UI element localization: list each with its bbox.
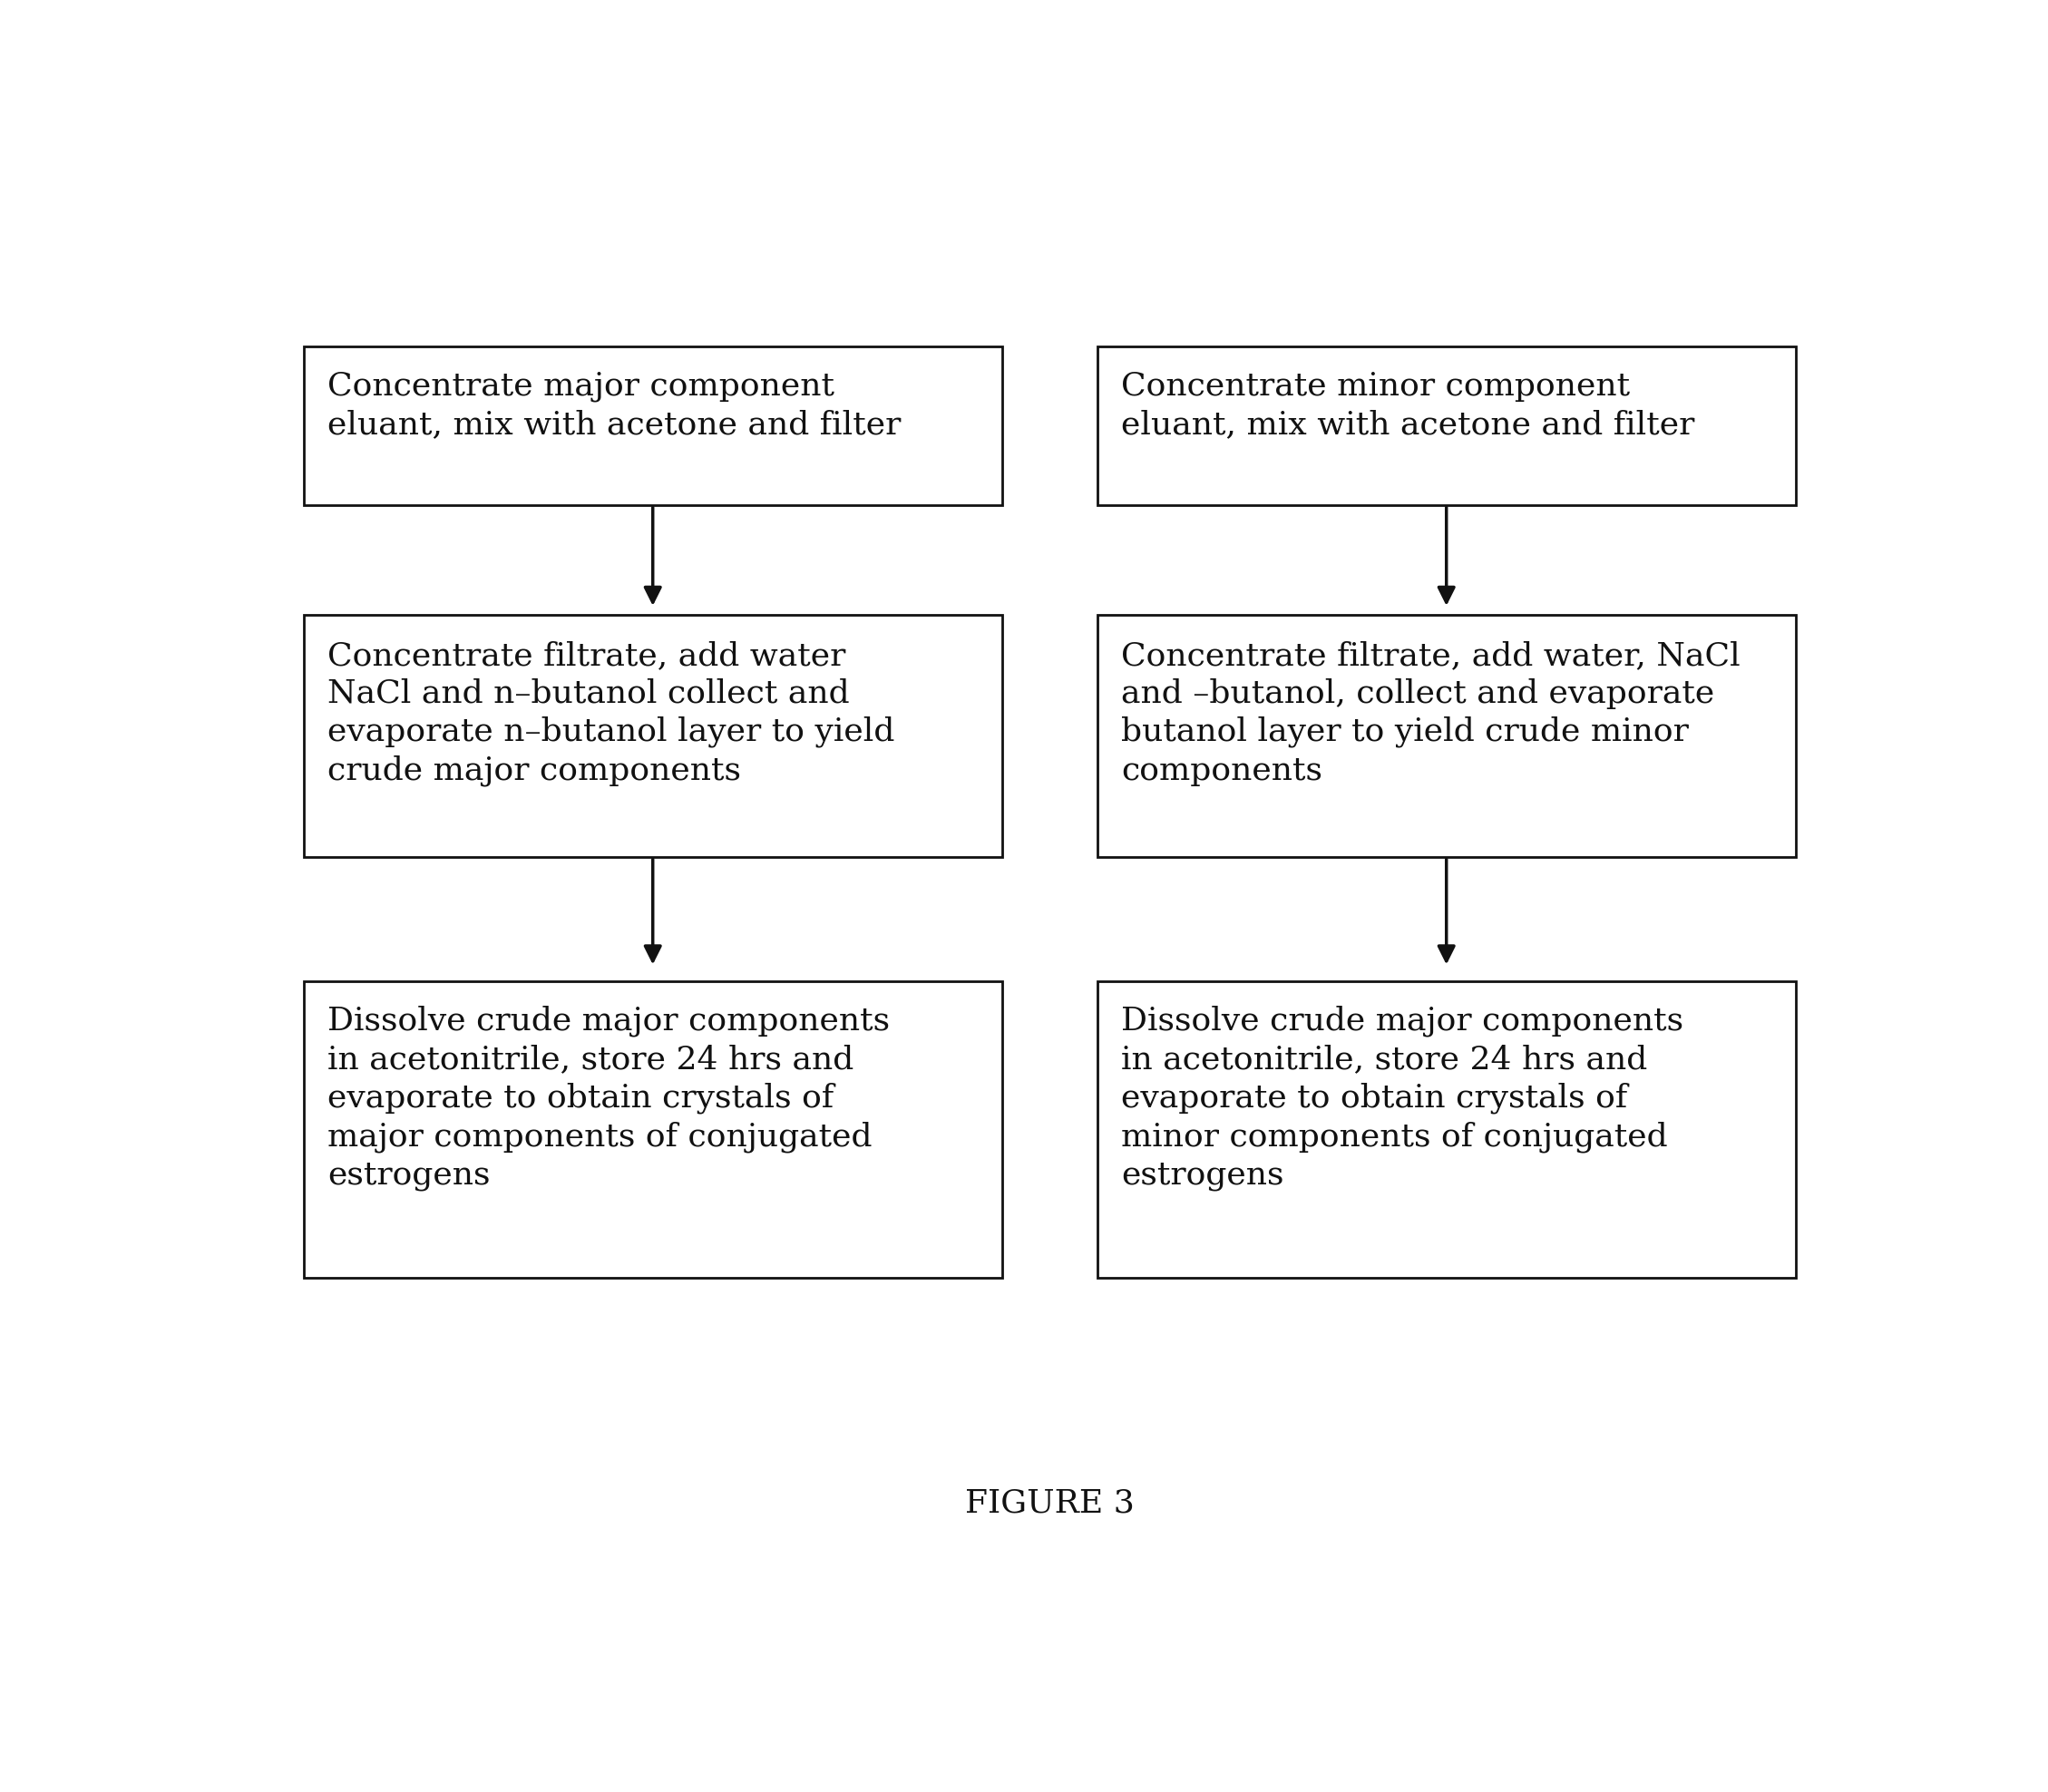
FancyBboxPatch shape: [1098, 346, 1796, 505]
Text: Concentrate filtrate, add water
NaCl and n–butanol collect and
evaporate n–butan: Concentrate filtrate, add water NaCl and…: [328, 640, 895, 787]
Text: Concentrate filtrate, add water, NaCl
and –butanol, collect and evaporate
butano: Concentrate filtrate, add water, NaCl an…: [1120, 640, 1741, 787]
FancyBboxPatch shape: [1098, 980, 1796, 1278]
FancyBboxPatch shape: [303, 346, 1001, 505]
FancyBboxPatch shape: [303, 980, 1001, 1278]
Text: FIGURE 3: FIGURE 3: [965, 1487, 1135, 1520]
Text: Dissolve crude major components
in acetonitrile, store 24 hrs and
evaporate to o: Dissolve crude major components in aceto…: [1120, 1005, 1683, 1192]
FancyBboxPatch shape: [303, 615, 1001, 857]
Text: Concentrate major component
eluant, mix with acetone and filter: Concentrate major component eluant, mix …: [328, 371, 901, 441]
Text: Dissolve crude major components
in acetonitrile, store 24 hrs and
evaporate to o: Dissolve crude major components in aceto…: [328, 1005, 891, 1192]
Text: Concentrate minor component
eluant, mix with acetone and filter: Concentrate minor component eluant, mix …: [1120, 371, 1694, 441]
FancyBboxPatch shape: [1098, 615, 1796, 857]
